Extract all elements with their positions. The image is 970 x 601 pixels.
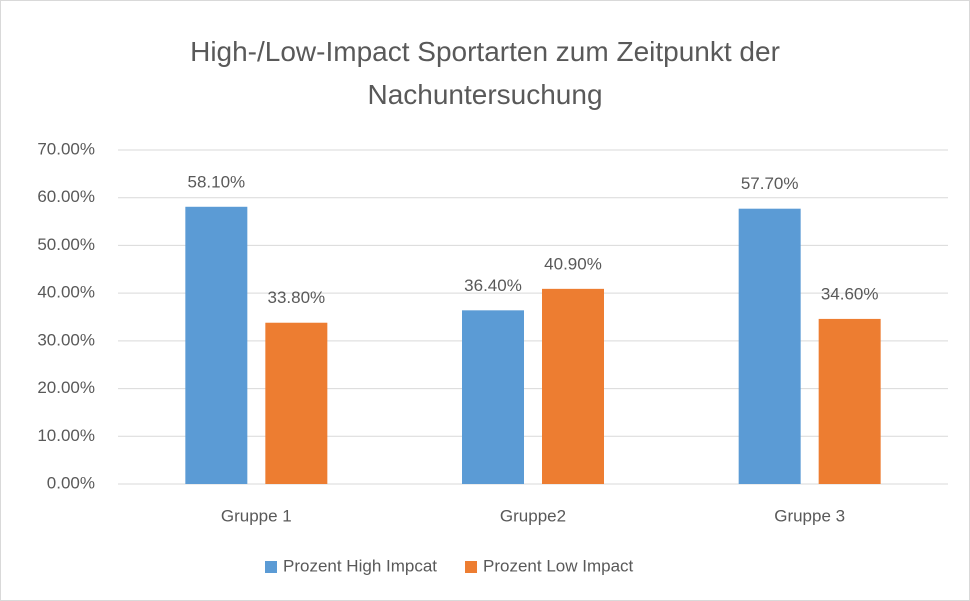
legend-swatch xyxy=(265,561,277,573)
chart-title: High-/Low-Impact Sportarten zum Zeitpunk… xyxy=(190,36,780,110)
bar xyxy=(818,318,881,484)
value-label: 40.90% xyxy=(544,254,602,273)
bar xyxy=(265,322,328,484)
x-tick-label: Gruppe 1 xyxy=(221,506,292,525)
y-tick-label: 50.00% xyxy=(37,235,95,254)
y-tick-label: 0.00% xyxy=(47,473,95,492)
value-label: 34.60% xyxy=(821,284,879,303)
legend-swatch xyxy=(465,561,478,573)
value-label: 36.40% xyxy=(464,276,522,295)
value-label: 58.10% xyxy=(187,172,245,191)
bar xyxy=(738,208,801,484)
y-tick-label: 70.00% xyxy=(37,139,95,158)
y-tick-label: 40.00% xyxy=(37,283,95,302)
x-tick-label: Gruppe 3 xyxy=(774,506,845,525)
bar xyxy=(185,206,248,484)
value-label: 57.70% xyxy=(741,174,799,193)
legend-label: Prozent Low Impact xyxy=(483,556,634,575)
y-tick-label: 30.00% xyxy=(37,330,95,349)
value-label: 33.80% xyxy=(267,288,325,307)
y-tick-label: 60.00% xyxy=(37,187,95,206)
x-tick-label: Gruppe2 xyxy=(500,506,566,525)
bar xyxy=(462,310,524,484)
bar xyxy=(542,288,604,484)
y-tick-label: 20.00% xyxy=(37,378,95,397)
legend-label: Prozent High Impcat xyxy=(283,556,437,575)
y-tick-label: 10.00% xyxy=(37,426,95,445)
